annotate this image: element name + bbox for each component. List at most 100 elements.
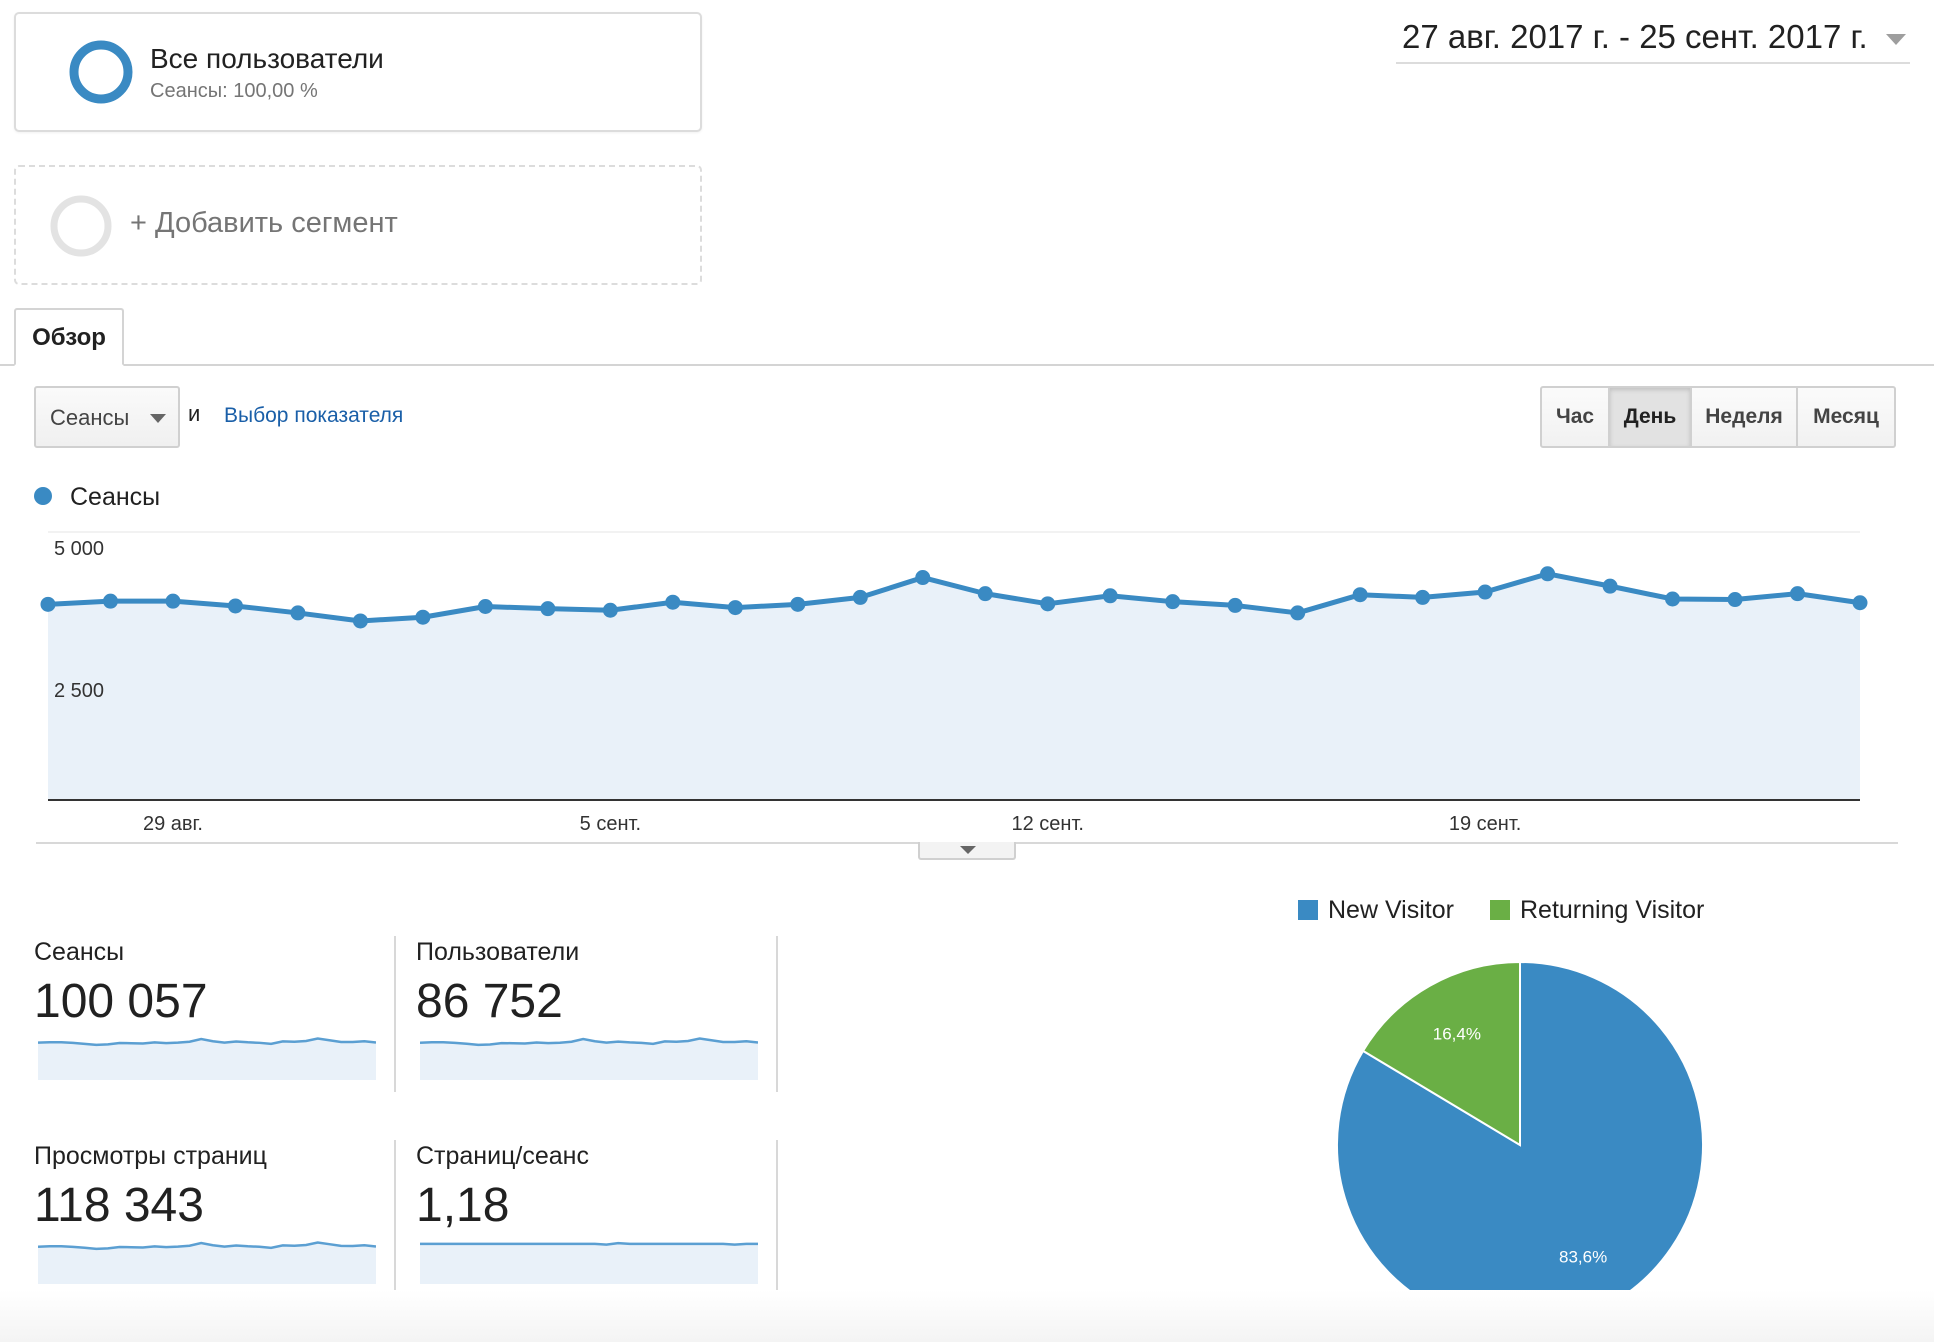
- x-tick-label: 19 сент.: [1449, 813, 1521, 835]
- data-point[interactable]: [1852, 595, 1868, 611]
- sessions-series-line: [47, 571, 1861, 624]
- data-point[interactable]: [477, 599, 493, 615]
- chevron-down-icon: [960, 846, 976, 854]
- pie-slice-label: 83,6%: [1559, 1247, 1607, 1266]
- sparkline-line: [38, 1037, 376, 1047]
- select-metric-link[interactable]: Выбор показателя: [224, 404, 404, 427]
- scorecard-divider: [776, 936, 778, 1092]
- data-point[interactable]: [1540, 566, 1556, 582]
- data-point[interactable]: [352, 613, 368, 629]
- page-bottom-fade: [0, 1290, 1934, 1342]
- data-point[interactable]: [415, 609, 431, 625]
- metric-dropdown[interactable]: Сеансы: [34, 386, 180, 448]
- scorecard-value: 86 752: [416, 975, 563, 1028]
- data-point[interactable]: [1352, 587, 1368, 603]
- x-tick-label: 12 сент.: [1011, 813, 1083, 835]
- data-point[interactable]: [102, 593, 118, 609]
- data-point[interactable]: [977, 586, 993, 602]
- scorecard-pageviews[interactable]: Просмотры страниц 118 343: [34, 1142, 394, 1302]
- data-point[interactable]: [290, 605, 306, 621]
- granularity-buttons: Час День Неделя Месяц: [1540, 386, 1896, 448]
- visitor-type-pie-chart: 83,6% 16,4%: [1336, 960, 1704, 1329]
- data-point[interactable]: [1790, 586, 1806, 602]
- scorecard-label: Сеансы: [34, 938, 125, 966]
- segment-subtitle: Сеансы: 100,00 %: [150, 80, 318, 102]
- data-point[interactable]: [165, 593, 181, 609]
- data-point[interactable]: [790, 596, 806, 612]
- scorecard-divider: [394, 1140, 396, 1296]
- scorecard-users[interactable]: Пользователи 86 752: [416, 938, 776, 1098]
- sparkline-fill: [420, 1038, 758, 1080]
- data-point[interactable]: [1477, 584, 1493, 600]
- data-point[interactable]: [40, 596, 56, 612]
- sparkline-fill: [38, 1038, 376, 1080]
- data-point[interactable]: [1227, 597, 1243, 613]
- scorecard-label: Просмотры страниц: [34, 1142, 267, 1170]
- segment-ring-icon: [69, 40, 133, 104]
- scorecard-label: Страниц/сеанс: [416, 1142, 589, 1170]
- pie-slice-returning-visitor[interactable]: [1361, 960, 1521, 1147]
- scorecard-value: 118 343: [34, 1179, 204, 1232]
- and-label: и: [188, 401, 201, 426]
- sessions-line-chart: 5 000 2 500 29 авг. 5 сент. 12 сент. 19 сент.: [40, 531, 1868, 835]
- granularity-hour-button[interactable]: Час: [1540, 386, 1610, 448]
- legend-swatch: [1490, 900, 1510, 920]
- scorecard-label: Пользователи: [416, 938, 580, 966]
- x-tick-label: 29 авг.: [143, 813, 203, 835]
- segment-all-users[interactable]: Все пользователи Сеансы: 100,00 %: [14, 12, 702, 132]
- sparkline-line: [420, 1241, 758, 1246]
- granularity-week-button[interactable]: Неделя: [1690, 386, 1798, 448]
- empty-segment-ring-icon: [50, 195, 112, 257]
- metric-dropdown-value: Сеансы: [50, 405, 130, 430]
- scorecard-sparkline: [420, 1037, 758, 1080]
- sparkline-fill: [38, 1242, 376, 1284]
- data-point[interactable]: [665, 594, 681, 610]
- data-point[interactable]: [1415, 589, 1431, 605]
- y-tick-label: 5 000: [54, 538, 104, 560]
- data-point[interactable]: [1040, 596, 1056, 612]
- data-point[interactable]: [852, 589, 868, 605]
- scorecard-divider: [776, 1140, 778, 1296]
- sessions-area-fill: [48, 573, 1860, 800]
- scorecard-sessions[interactable]: Сеансы 100 057: [34, 938, 394, 1098]
- pie-legend-label: Returning Visitor: [1520, 896, 1705, 924]
- data-point[interactable]: [1102, 588, 1118, 604]
- date-range-text: 27 авг. 2017 г. - 25 сент. 2017 г.: [1402, 18, 1868, 55]
- tab-overview[interactable]: Обзор: [14, 308, 124, 366]
- data-point[interactable]: [915, 570, 931, 586]
- data-point[interactable]: [1165, 594, 1181, 610]
- data-point[interactable]: [1602, 578, 1618, 594]
- scorecard-sparkline: [38, 1037, 376, 1080]
- pie-legend-label: New Visitor: [1328, 896, 1454, 924]
- data-point[interactable]: [540, 601, 556, 617]
- tab-bar-divider: [0, 364, 1934, 366]
- scorecard-divider: [394, 936, 396, 1092]
- scorecard-sparkline: [38, 1241, 376, 1284]
- data-point[interactable]: [1727, 592, 1743, 608]
- date-range-picker[interactable]: 27 авг. 2017 г. - 25 сент. 2017 г.: [1396, 14, 1910, 64]
- data-point[interactable]: [227, 598, 243, 614]
- data-point[interactable]: [1290, 605, 1306, 621]
- collapse-chart-button[interactable]: [918, 842, 1016, 860]
- sparkline-fill: [420, 1243, 758, 1284]
- y-tick-label: 2 500: [54, 680, 104, 702]
- sparkline-line: [420, 1037, 758, 1047]
- granularity-month-button[interactable]: Месяц: [1796, 386, 1896, 448]
- pie-slice-label: 16,4%: [1433, 1025, 1481, 1044]
- scorecard-pages-per-session[interactable]: Страниц/сеанс 1,18: [416, 1142, 776, 1302]
- add-segment-label: + Добавить сегмент: [130, 207, 398, 239]
- scorecard-value: 1,18: [416, 1179, 510, 1232]
- add-segment-button[interactable]: + Добавить сегмент: [14, 165, 702, 285]
- legend-dot: [34, 487, 52, 505]
- dropdown-caret-icon: [150, 414, 166, 423]
- granularity-day-button[interactable]: День: [1608, 386, 1692, 448]
- scorecard-sparkline: [420, 1241, 758, 1284]
- legend-label-sessions: Сеансы: [70, 483, 161, 511]
- segment-title: Все пользователи: [150, 43, 384, 74]
- x-tick-label: 5 сент.: [580, 813, 641, 835]
- chevron-down-icon: [1886, 34, 1906, 45]
- pie-legend-new-visitor: New Visitor: [1298, 896, 1454, 925]
- data-point[interactable]: [1665, 591, 1681, 607]
- data-point[interactable]: [602, 602, 618, 618]
- data-point[interactable]: [727, 600, 743, 616]
